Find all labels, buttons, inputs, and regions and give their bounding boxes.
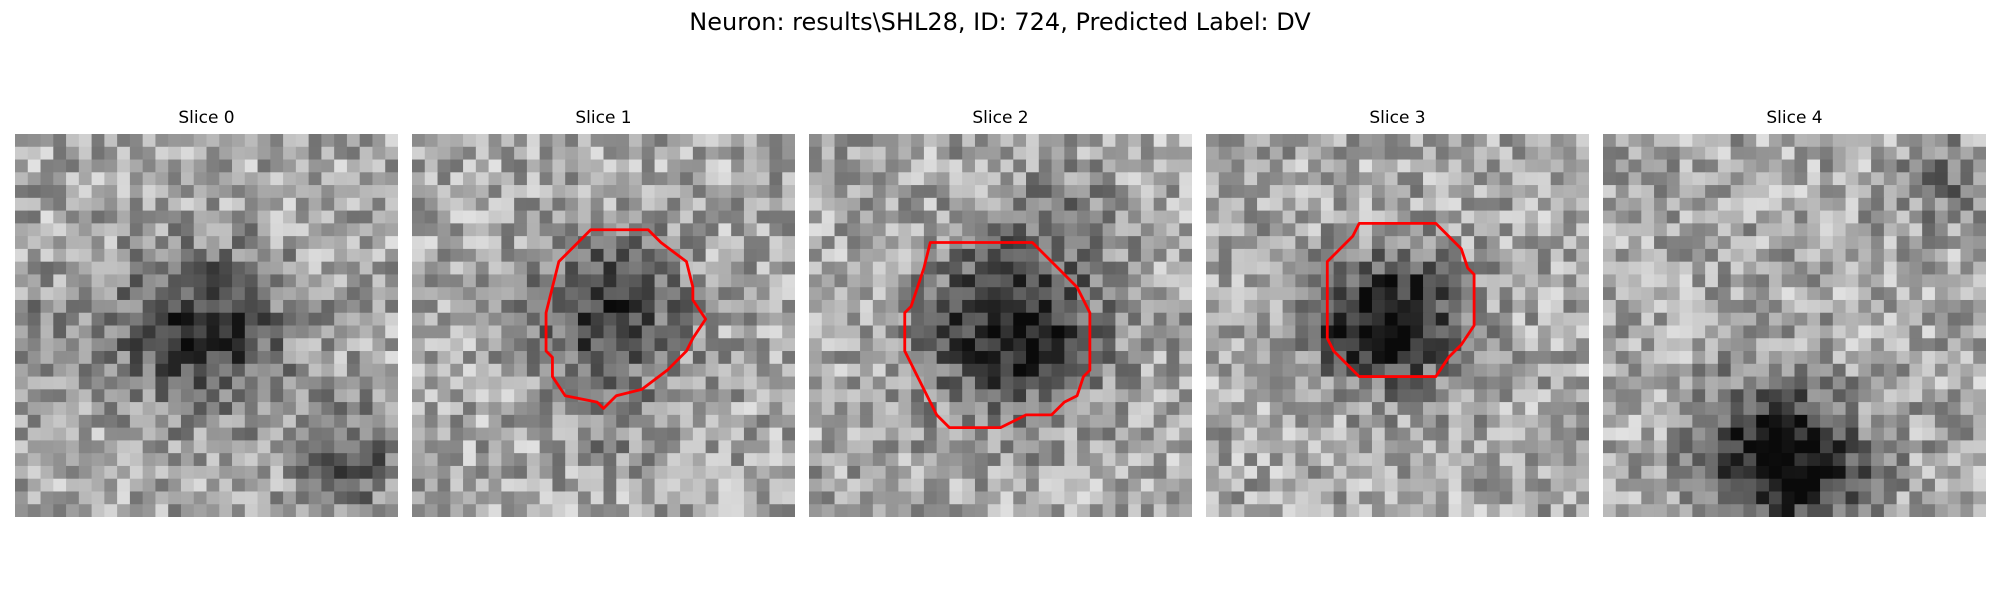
roi-outline	[903, 241, 1092, 430]
slice-title: Slice 1	[575, 108, 632, 128]
slice-title: Slice 0	[178, 108, 235, 128]
slice-image	[1603, 134, 1986, 517]
roi-outline	[544, 228, 708, 410]
slice-title: Slice 3	[1369, 108, 1426, 128]
figure-title: Neuron: results\SHL28, ID: 724, Predicte…	[689, 8, 1311, 36]
roi-outline	[1325, 221, 1476, 378]
slice-title: Slice 4	[1766, 108, 1823, 128]
slice-image	[1206, 134, 1589, 517]
slice-image	[15, 134, 398, 517]
slice-title: Slice 2	[972, 108, 1029, 128]
slice-image	[412, 134, 795, 517]
slice-image	[809, 134, 1192, 517]
